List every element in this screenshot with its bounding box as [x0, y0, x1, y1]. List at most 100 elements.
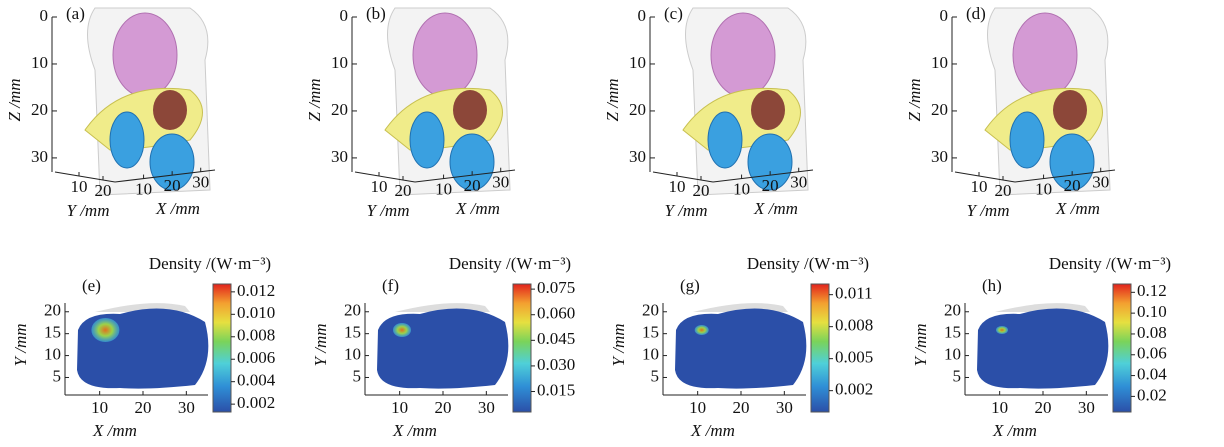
z-tick-label: 10	[331, 53, 348, 72]
y-tick-label: 15	[344, 323, 361, 342]
x-tick-label: 30	[1092, 173, 1109, 192]
y-tick-label: 10	[44, 344, 61, 363]
organ-left	[110, 112, 144, 168]
colorbar-tick-label: 0.006	[237, 348, 275, 367]
y-axis-label: Y /mm	[911, 324, 930, 367]
x-tick-label: 30	[178, 398, 195, 417]
colorbar-tick-label: 0.08	[1137, 323, 1167, 342]
y-tick-label: 20	[944, 301, 961, 320]
panel-label: (h)	[982, 276, 1002, 295]
y-tick-label: 10	[971, 177, 988, 196]
x-tick-label: 10	[991, 398, 1008, 417]
colorbar-tick-label: 0.011	[835, 284, 873, 303]
x-tick-label: 30	[776, 398, 793, 417]
colorbar-tick-label: 0.030	[537, 355, 575, 374]
x-axis-label: X /mm	[992, 421, 1037, 440]
y-axis-label: Y /mm	[11, 324, 30, 367]
x-axis-label: X /mm	[392, 421, 437, 440]
y-tick-label: 20	[693, 181, 710, 200]
colorbar-tick-label: 0.02	[1137, 385, 1167, 404]
panel-2d: (e)Density /(W·m⁻³)1020305101520X /mmY /…	[11, 254, 276, 440]
x-tick-label: 10	[733, 179, 750, 198]
z-tick-label: 30	[931, 147, 948, 166]
x-tick-label: 20	[464, 176, 481, 195]
y-tick-label: 15	[642, 323, 659, 342]
colorbar	[1113, 284, 1131, 412]
z-tick-label: 30	[629, 147, 646, 166]
y-axis-label: Y /mm	[665, 201, 708, 220]
density-map	[77, 309, 208, 389]
kidney	[751, 90, 785, 130]
panel-3d: (d)0102030Z /mm1020Y /mm102030X /mm	[905, 4, 1115, 220]
kidney	[453, 90, 487, 130]
z-tick-label: 10	[31, 53, 48, 72]
colorbar-tick-label: 0.005	[835, 348, 873, 367]
y-axis-label: Y /mm	[967, 201, 1010, 220]
x-tick-label: 10	[135, 179, 152, 198]
colorbar-title: Density /(W·m⁻³)	[1049, 254, 1171, 273]
colorbar-title: Density /(W·m⁻³)	[149, 254, 271, 273]
colorbar-tick-label: 0.002	[237, 393, 275, 412]
z-tick-label: 20	[931, 100, 948, 119]
y-tick-label: 20	[995, 181, 1012, 200]
organ-left	[1010, 112, 1044, 168]
x-tick-label: 10	[435, 179, 452, 198]
x-tick-label: 20	[762, 176, 779, 195]
colorbar	[513, 284, 531, 412]
y-axis-label: Y /mm	[311, 324, 330, 367]
colorbar-tick-label: 0.075	[537, 278, 575, 297]
lungs	[113, 13, 177, 97]
hotspot	[996, 326, 1008, 334]
z-tick-label: 20	[629, 100, 646, 119]
y-tick-label: 10	[371, 177, 388, 196]
panel-label: (c)	[664, 4, 683, 23]
panel-2d: (h) Density /(W·m⁻³) 10 20 30 5 10 15 20 X /mm Y /…	[911, 254, 1171, 440]
x-tick-label: 20	[1064, 176, 1081, 195]
lungs	[413, 13, 477, 97]
lungs	[711, 13, 775, 97]
colorbar-tick-label: 0.008	[835, 316, 873, 335]
y-tick-label: 5	[353, 366, 362, 385]
y-tick-label: 10	[944, 344, 961, 363]
colorbar-tick-label: 0.04	[1137, 364, 1167, 383]
panel-label: (e)	[82, 276, 101, 295]
x-axis-label: X /mm	[753, 199, 798, 218]
x-axis-label: X /mm	[690, 421, 735, 440]
colorbar-tick-label: 0.004	[237, 371, 276, 390]
y-tick-label: 5	[953, 366, 962, 385]
y-tick-label: 20	[95, 181, 112, 200]
y-tick-label: 10	[344, 344, 361, 363]
y-tick-label: 15	[44, 323, 61, 342]
y-tick-label: 15	[944, 323, 961, 342]
kidney	[153, 90, 187, 130]
z-tick-label: 20	[331, 100, 348, 119]
y-tick-label: 5	[651, 366, 660, 385]
panel-label: (d)	[966, 4, 986, 23]
x-tick-label: 20	[1035, 398, 1052, 417]
y-tick-label: 20	[642, 301, 659, 320]
y-axis-label: Y /mm	[367, 201, 410, 220]
colorbar-tick-label: 0.10	[1137, 302, 1167, 321]
y-tick-label: 20	[44, 301, 61, 320]
x-tick-label: 30	[192, 173, 209, 192]
y-axis-label: Y /mm	[67, 201, 110, 220]
y-tick-label: 20	[344, 301, 361, 320]
colorbar-tick-label: 0.12	[1137, 281, 1167, 300]
z-axis-label: Z /mm	[5, 79, 24, 122]
x-axis-label: X /mm	[92, 421, 137, 440]
colorbar-tick-label: 0.008	[237, 326, 275, 345]
x-axis-label: X /mm	[455, 199, 500, 218]
panel-2d: (g)Density /(W·m⁻³)1020305101520X /mmY /…	[609, 254, 873, 440]
density-map	[675, 309, 806, 389]
x-tick-label: 30	[1078, 398, 1095, 417]
hotspot	[695, 325, 709, 335]
y-axis-label: Y /mm	[609, 324, 628, 367]
x-tick-label: 20	[733, 398, 750, 417]
panel-label: (a)	[66, 4, 85, 23]
figure: (a)0102030Z /mm1020Y /mm102030X /mm(b)01…	[0, 0, 1224, 447]
x-axis-label: X /mm	[155, 199, 200, 218]
